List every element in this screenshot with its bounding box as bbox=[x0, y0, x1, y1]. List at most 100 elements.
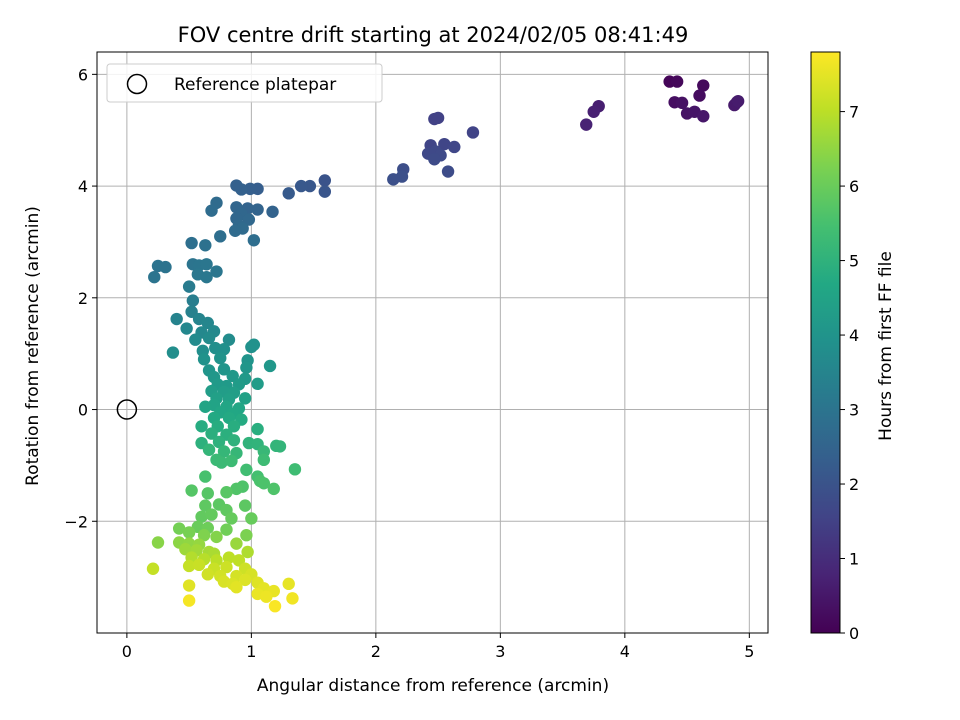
data-point bbox=[286, 592, 299, 605]
data-point bbox=[241, 545, 254, 559]
colorbar bbox=[810, 51, 841, 634]
data-point bbox=[189, 333, 202, 346]
data-point bbox=[200, 270, 213, 284]
y-tick-label: 2 bbox=[78, 289, 88, 308]
data-point bbox=[222, 333, 236, 346]
legend-label: Reference platepar bbox=[174, 75, 336, 95]
data-point bbox=[697, 110, 710, 123]
data-point bbox=[182, 280, 196, 293]
colorbar-tick-label: 2 bbox=[849, 475, 859, 494]
data-point bbox=[151, 536, 165, 549]
data-point bbox=[217, 445, 231, 458]
data-point bbox=[220, 560, 233, 574]
data-point bbox=[251, 422, 264, 436]
data-point bbox=[230, 482, 243, 496]
data-point bbox=[180, 322, 193, 335]
y-axis-label: Rotation from reference (arcmin) bbox=[23, 206, 43, 486]
data-point bbox=[693, 89, 706, 102]
data-point bbox=[199, 400, 212, 413]
data-point bbox=[303, 179, 317, 193]
data-point bbox=[212, 435, 226, 449]
data-point bbox=[580, 118, 593, 131]
data-point bbox=[192, 558, 206, 572]
colorbar-tick-label: 1 bbox=[849, 550, 859, 569]
y-axis-ticks: −2 0 2 4 6 bbox=[64, 65, 97, 531]
data-point bbox=[195, 420, 208, 433]
data-point bbox=[182, 594, 196, 607]
data-point bbox=[222, 551, 236, 564]
data-point bbox=[199, 239, 212, 252]
reference-marker bbox=[116, 399, 138, 420]
data-point bbox=[230, 580, 243, 594]
data-point bbox=[227, 434, 241, 447]
data-point bbox=[197, 353, 211, 366]
data-point bbox=[257, 453, 271, 467]
x-tick-label: 1 bbox=[246, 642, 256, 661]
data-point bbox=[240, 529, 253, 542]
data-point bbox=[288, 463, 302, 476]
colorbar-tick-label: 6 bbox=[849, 177, 859, 196]
x-tick-label: 0 bbox=[122, 642, 132, 661]
data-point bbox=[267, 482, 280, 496]
legend: Reference platepar bbox=[106, 63, 383, 103]
data-points bbox=[146, 75, 745, 613]
data-point bbox=[675, 96, 689, 110]
x-axis-label: Angular distance from reference (arcmin) bbox=[257, 676, 609, 696]
y-tick-label: −2 bbox=[64, 512, 88, 531]
data-point bbox=[146, 562, 160, 575]
data-point bbox=[318, 185, 332, 198]
data-point bbox=[428, 153, 441, 166]
data-point bbox=[387, 173, 400, 186]
data-point bbox=[257, 477, 271, 490]
data-point bbox=[202, 443, 216, 456]
data-point bbox=[240, 361, 253, 374]
legend-box bbox=[106, 63, 383, 103]
colorbar-tick-label: 7 bbox=[849, 103, 859, 122]
data-point bbox=[251, 377, 264, 391]
data-point bbox=[201, 487, 214, 500]
data-point bbox=[230, 179, 243, 192]
data-point bbox=[731, 94, 745, 108]
x-tick-label: 5 bbox=[744, 642, 754, 661]
colorbar-tick-label: 3 bbox=[849, 401, 859, 420]
data-point bbox=[242, 213, 256, 226]
x-axis-ticks: 0 1 2 3 4 5 bbox=[122, 633, 754, 661]
data-point bbox=[182, 559, 196, 573]
colorbar-tick-label: 4 bbox=[849, 326, 859, 345]
data-point bbox=[182, 579, 196, 592]
data-point bbox=[148, 270, 161, 284]
data-point bbox=[185, 484, 198, 497]
y-tick-label: 0 bbox=[78, 401, 88, 420]
data-point bbox=[202, 331, 216, 345]
data-point bbox=[266, 205, 279, 218]
data-point bbox=[587, 105, 600, 118]
data-point bbox=[697, 79, 710, 92]
data-point bbox=[448, 140, 461, 154]
legend-marker-circle bbox=[126, 73, 148, 95]
data-point bbox=[670, 75, 684, 88]
data-point bbox=[199, 470, 212, 483]
data-point bbox=[214, 230, 227, 243]
data-point bbox=[217, 363, 231, 376]
reference-platepar-marker bbox=[116, 399, 138, 420]
data-point bbox=[228, 224, 242, 237]
data-point bbox=[260, 590, 273, 603]
data-point bbox=[210, 265, 223, 278]
data-point bbox=[282, 187, 295, 200]
data-point bbox=[441, 165, 455, 178]
data-point bbox=[214, 351, 227, 365]
data-point bbox=[251, 203, 264, 216]
data-point bbox=[240, 463, 253, 477]
data-point bbox=[170, 312, 183, 326]
plot-area-frame bbox=[96, 51, 769, 634]
data-point bbox=[159, 260, 172, 274]
data-point bbox=[247, 234, 261, 247]
data-point bbox=[205, 427, 218, 440]
data-point bbox=[195, 510, 208, 523]
data-point bbox=[247, 338, 261, 351]
data-point bbox=[225, 454, 238, 468]
x-tick-label: 4 bbox=[620, 642, 630, 661]
chart-title: FOV centre drift starting at 2024/02/05 … bbox=[178, 23, 689, 47]
data-point bbox=[438, 137, 451, 151]
